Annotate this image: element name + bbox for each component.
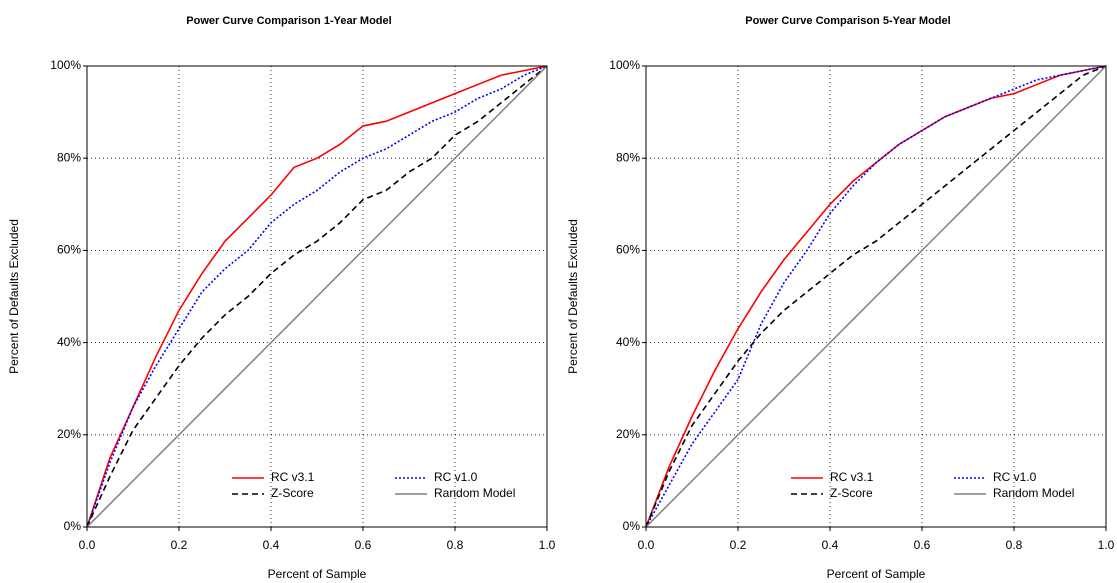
- y-tick-label: 80%: [616, 150, 640, 164]
- y-axis-title: Percent of Defaults Excluded: [566, 219, 580, 374]
- series-line: [86, 65, 548, 528]
- x-tick-label: 0.6: [355, 538, 372, 552]
- x-axis-title: Percent of Sample: [268, 567, 367, 581]
- x-tick-label: 1.0: [1098, 538, 1115, 552]
- series-line: [645, 65, 1107, 528]
- x-tick-label: 0.2: [730, 538, 747, 552]
- x-tick-label: 1.0: [539, 538, 556, 552]
- x-tick-label: 0.6: [914, 538, 931, 552]
- series-line: [645, 65, 1107, 528]
- x-tick-label: 0.8: [1006, 538, 1023, 552]
- y-tick-label: 40%: [57, 335, 81, 349]
- plot-frame: [645, 65, 1107, 528]
- y-tick-label: 60%: [57, 243, 81, 257]
- y-tick-label: 60%: [616, 243, 640, 257]
- chart-title: Power Curve Comparison 1-Year Model: [186, 15, 391, 27]
- plot-frame: [86, 65, 548, 528]
- y-tick-label: 20%: [57, 427, 81, 441]
- y-tick-label: 100%: [609, 58, 640, 72]
- series-line: [86, 65, 548, 528]
- series-line: [645, 65, 1107, 528]
- x-tick-label: 0.8: [447, 538, 464, 552]
- y-tick-label: 100%: [50, 58, 81, 72]
- y-tick-label: 0%: [64, 519, 82, 533]
- legend-label: Z-Score: [830, 486, 873, 500]
- y-tick-label: 80%: [57, 150, 81, 164]
- x-tick-label: 0.0: [79, 538, 96, 552]
- legend-label: RC v3.1: [271, 470, 315, 484]
- x-tick-label: 0.4: [822, 538, 839, 552]
- x-tick-label: 0.0: [638, 538, 655, 552]
- series-line: [86, 65, 548, 528]
- series-line: [86, 65, 548, 528]
- y-tick-label: 40%: [616, 335, 640, 349]
- legend-label: Z-Score: [271, 486, 314, 500]
- x-tick-label: 0.4: [263, 538, 280, 552]
- x-tick-label: 0.2: [171, 538, 188, 552]
- legend-label: Random Model: [993, 486, 1074, 500]
- y-axis-title: Percent of Defaults Excluded: [7, 219, 21, 374]
- x-axis-title: Percent of Sample: [827, 567, 926, 581]
- y-tick-label: 0%: [623, 519, 641, 533]
- legend-label: RC v1.0: [434, 470, 478, 484]
- legend-label: RC v3.1: [830, 470, 874, 484]
- chart: Power Curve Comparison 5-Year Model Perce…: [566, 15, 1114, 581]
- chart-title: Power Curve Comparison 5-Year Model: [745, 15, 950, 27]
- y-tick-label: 20%: [616, 427, 640, 441]
- legend-label: RC v1.0: [993, 470, 1037, 484]
- chart: Power Curve Comparison 1-Year Model Perce…: [7, 15, 555, 581]
- legend-label: Random Model: [434, 486, 515, 500]
